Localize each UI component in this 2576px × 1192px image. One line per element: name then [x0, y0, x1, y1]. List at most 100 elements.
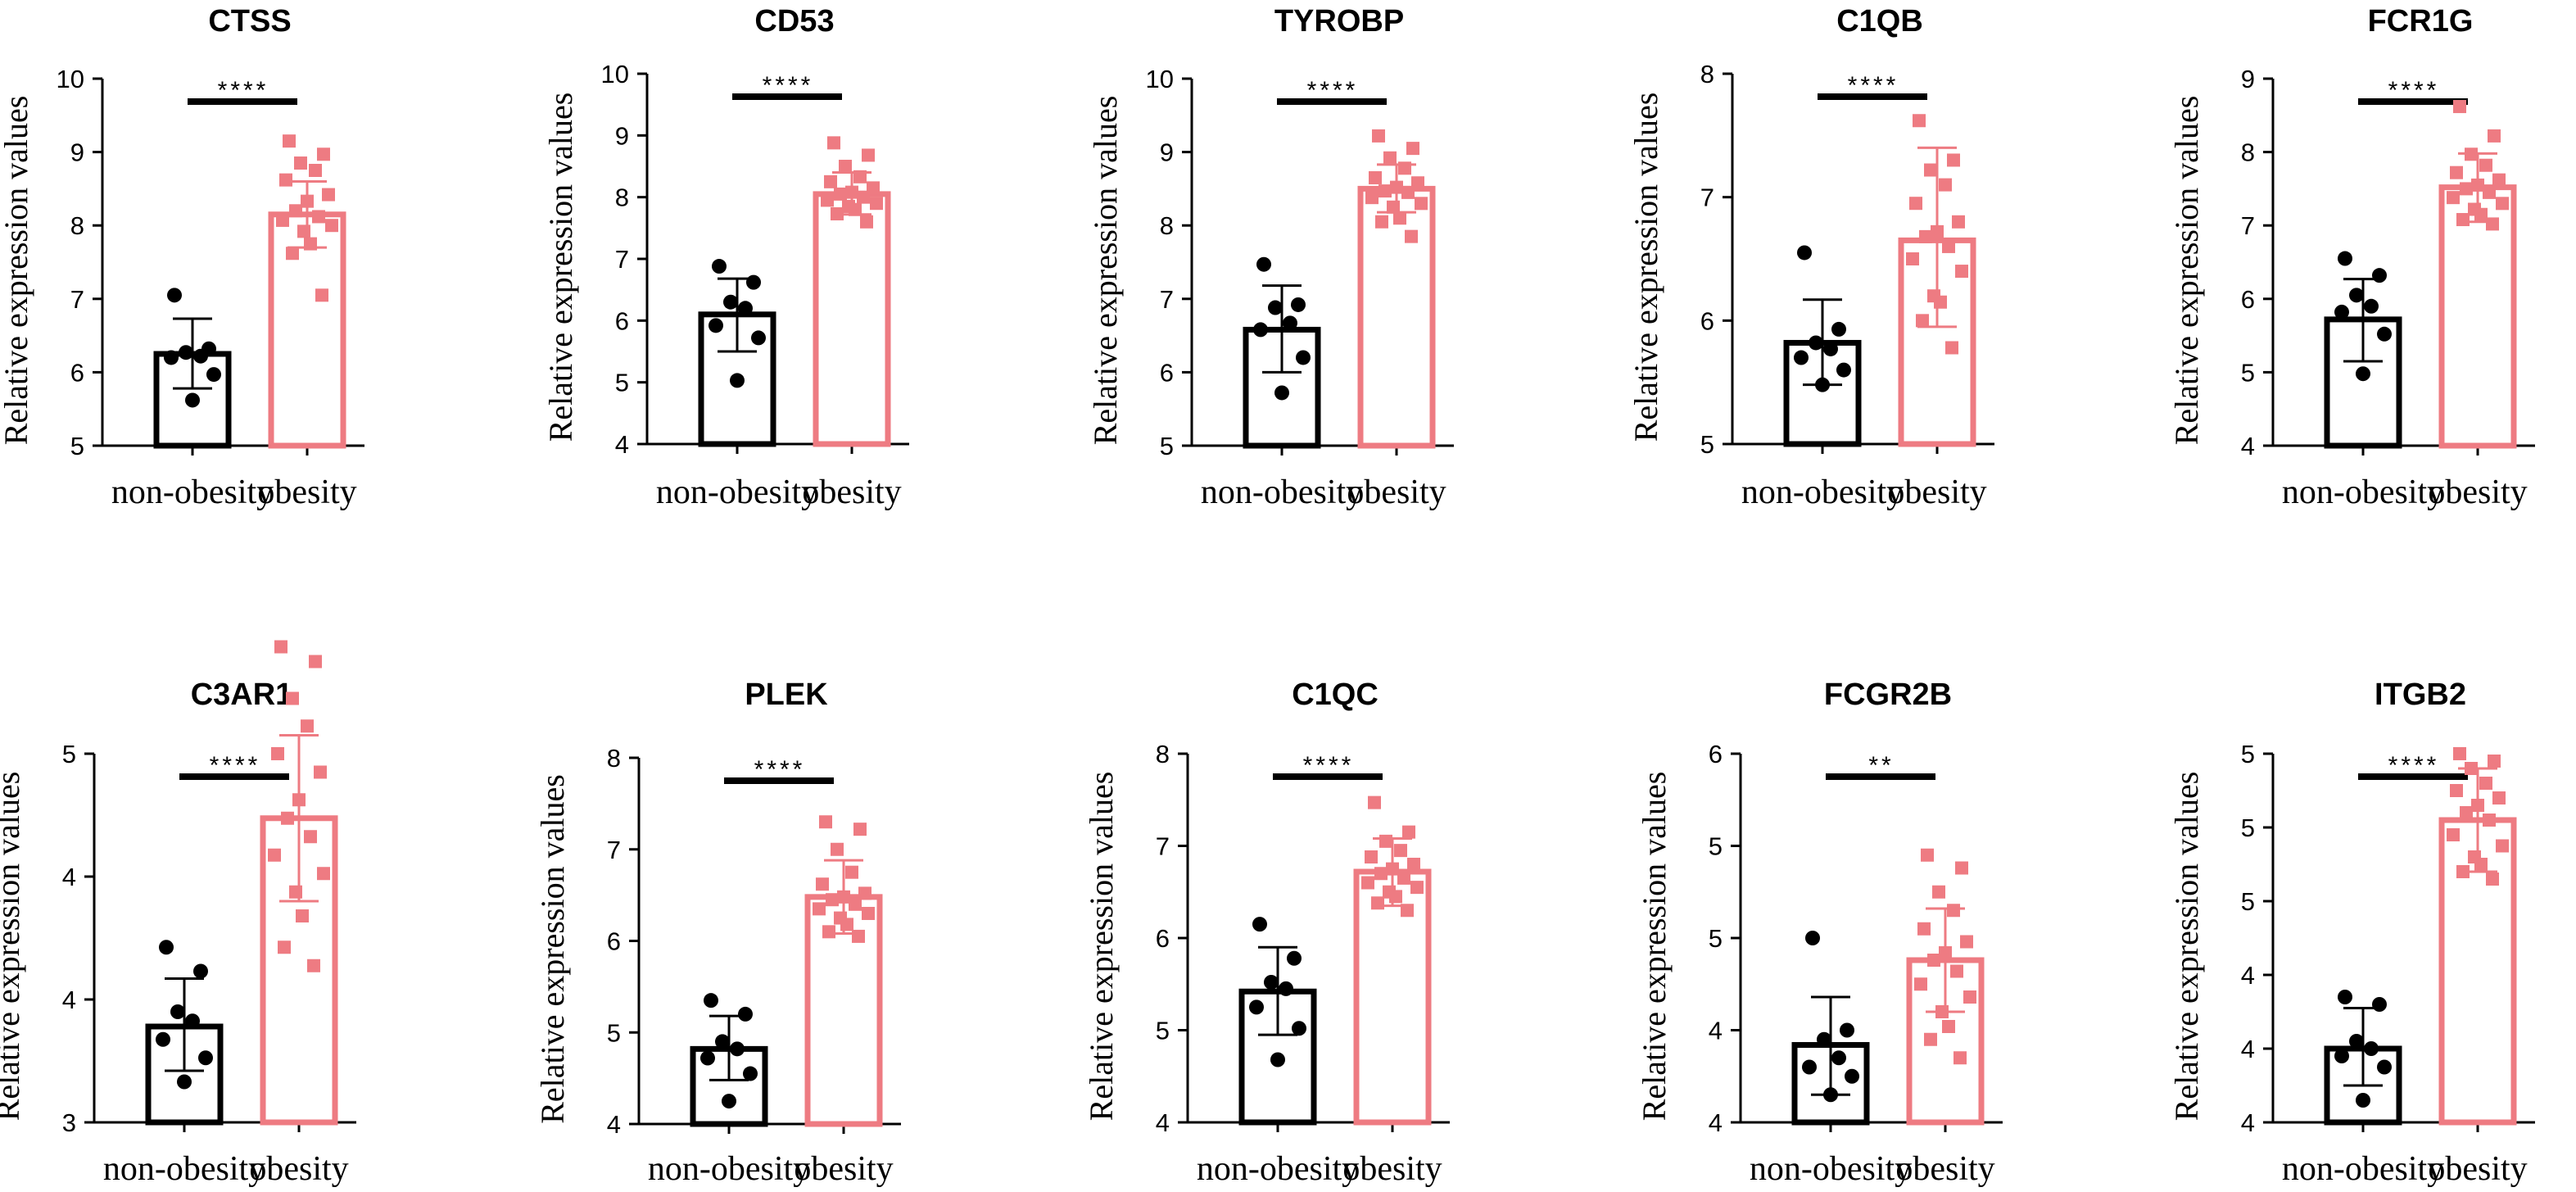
data-point [2453, 747, 2466, 760]
y-tick-label: 8 [615, 184, 629, 212]
y-tick-label: 6 [615, 306, 629, 335]
y-tick-label: 4 [1709, 1108, 1723, 1137]
data-point [1939, 178, 1952, 192]
data-point [317, 147, 330, 161]
data-point [317, 867, 330, 881]
y-tick-label: 5 [1700, 430, 1714, 459]
category-label: non-obesity [656, 474, 818, 511]
data-point [1955, 861, 1968, 875]
data-point [1950, 964, 1963, 978]
panel-fcr1g: FCR1G 4 5 6 7 8 9 Relative expression values non… [2168, 4, 2535, 511]
data-point [1794, 350, 1809, 365]
data-point [1805, 931, 1820, 945]
data-point [1389, 890, 1402, 904]
data-point [1268, 300, 1283, 315]
y-tick-label: 5 [70, 432, 84, 460]
data-point [2465, 147, 2478, 161]
y-tick-label: 5 [1156, 1017, 1170, 1045]
data-point [839, 160, 852, 173]
data-point [206, 367, 221, 383]
data-point [860, 215, 873, 229]
data-point [2488, 755, 2501, 768]
data-point [1379, 184, 1392, 198]
panel-c3ar1: C3AR1 3 4 4 5 Relative expression values non-o… [0, 640, 356, 1188]
data-point [1919, 229, 1932, 243]
y-tick-label: 8 [607, 744, 621, 773]
y-tick-label: 4 [2241, 432, 2255, 460]
data-point [849, 897, 862, 911]
significance-label: ** [1868, 752, 1894, 779]
y-tick-label: 5 [1709, 924, 1723, 953]
data-point [1292, 1021, 1306, 1036]
data-point [1913, 114, 1926, 128]
bar-obesity [813, 191, 891, 447]
y-tick-label: 6 [1156, 924, 1170, 953]
data-point [1952, 215, 1965, 229]
y-tick-label: 9 [1160, 138, 1174, 167]
y-axis-label: Relative expression values [542, 93, 579, 442]
y-tick-label: 8 [1156, 740, 1170, 768]
data-point [2483, 814, 2496, 827]
data-point [822, 925, 835, 939]
data-point [1394, 844, 1407, 858]
data-point [1365, 191, 1379, 205]
data-point [2334, 1049, 2349, 1063]
data-point [730, 1041, 745, 1057]
data-point [2496, 197, 2509, 211]
panel-title: ITGB2 [2375, 678, 2466, 712]
data-point [722, 1094, 736, 1109]
data-point [709, 318, 723, 333]
data-point [1935, 1005, 1949, 1018]
significance-label: **** [2388, 77, 2440, 104]
data-point [2450, 165, 2463, 179]
data-point [2338, 251, 2352, 266]
y-tick-label: 5 [2241, 740, 2255, 768]
y-tick-label: 4 [2241, 1108, 2255, 1137]
category-label: obesity [2428, 474, 2527, 511]
data-point [1249, 999, 1264, 1015]
panel-title: C3AR1 [191, 678, 293, 712]
data-point [185, 392, 200, 408]
category-label: non-obesity [1750, 1150, 1912, 1188]
data-point [862, 906, 875, 920]
data-point [301, 194, 314, 208]
data-point [170, 1004, 185, 1019]
bar-obesity [1353, 868, 1432, 1126]
data-point [2356, 1093, 2370, 1108]
data-point [870, 197, 883, 211]
data-point [1410, 881, 1424, 895]
y-tick-label: 6 [1700, 306, 1714, 335]
data-point [294, 156, 307, 170]
panel-title: C1QB [1836, 4, 1923, 39]
data-point [292, 793, 306, 807]
category-label: obesity [802, 474, 901, 511]
panel-title: CTSS [208, 4, 291, 39]
data-point [2364, 298, 2379, 314]
significance-label: **** [754, 756, 806, 783]
data-point [2492, 173, 2506, 187]
y-axis-label: Relative expression values [2168, 772, 2205, 1122]
y-tick-label: 4 [2241, 961, 2255, 990]
data-point [309, 655, 322, 669]
panel-title: TYROBP [1274, 4, 1404, 39]
data-point [193, 963, 208, 979]
data-point [297, 224, 310, 238]
category-label: non-obesity [648, 1150, 810, 1188]
panel-plek: PLEK 4 5 6 7 8 Relative expression values non-o… [534, 678, 901, 1188]
data-point [2474, 207, 2488, 221]
panel-title: PLEK [745, 678, 828, 712]
data-point [853, 170, 867, 184]
data-point [2483, 185, 2496, 199]
data-point [1815, 377, 1830, 392]
panel-title: C1QC [1292, 678, 1379, 712]
data-point [281, 811, 294, 825]
data-point [1947, 153, 1960, 167]
data-point [2479, 158, 2492, 172]
y-tick-label: 5 [1709, 832, 1723, 861]
y-axis-label: Relative expression values [1083, 772, 1120, 1122]
data-point [309, 164, 322, 177]
significance-label: **** [1303, 752, 1355, 779]
data-point [1397, 871, 1410, 885]
data-point [845, 865, 858, 879]
data-point [2377, 326, 2392, 342]
